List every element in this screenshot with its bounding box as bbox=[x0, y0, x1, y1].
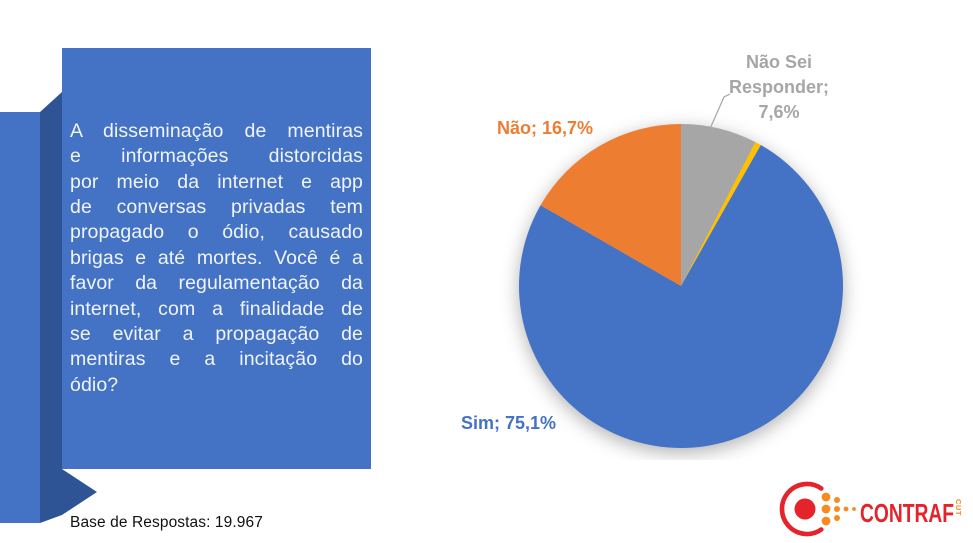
pie-label-nao: Não; 16,7% bbox=[497, 118, 594, 138]
question-line: por meio da internet e app bbox=[70, 170, 363, 193]
question-line: brigas e até mortes. Você é a bbox=[70, 246, 363, 269]
pie-slice-Não bbox=[540, 123, 681, 286]
pie-label-nao-sei-responder: Não Sei Responder; 7,6% bbox=[728, 52, 829, 122]
question-line: de conversas privadas tem bbox=[70, 195, 363, 218]
contraf-logo-cut-text: CUT bbox=[954, 499, 963, 516]
contraf-logo-mark-icon bbox=[779, 481, 856, 537]
contraf-logo: CONTRAF CUT bbox=[777, 481, 969, 541]
question-line: A disseminação de mentiras bbox=[70, 119, 363, 142]
question-line: ódio? bbox=[70, 373, 119, 396]
question-line: mentiras e a incitação do bbox=[70, 348, 363, 371]
pie-slice-Não Sei Responder bbox=[681, 124, 756, 286]
question-line: favor da regulamentação da bbox=[70, 272, 363, 295]
leader-line-nao-sei bbox=[708, 93, 731, 132]
question-box: A disseminação de mentiras e informações … bbox=[62, 48, 371, 469]
pie-slices bbox=[519, 123, 843, 448]
banner-fold-shape bbox=[40, 92, 97, 523]
contraf-logo-text: CONTRAF bbox=[860, 498, 955, 528]
question-line: se evitar a propagação de bbox=[70, 323, 363, 346]
banner-back-panel bbox=[0, 112, 40, 523]
pie-label-sim: Sim; 75,1% bbox=[461, 413, 557, 433]
question-line: propagado o ódio, causado bbox=[70, 221, 363, 244]
question-line: e informações distorcidas bbox=[70, 145, 363, 168]
banner-fold-decoration bbox=[0, 92, 97, 523]
logo-center-dot-icon bbox=[794, 498, 816, 520]
base-respostas-label: Base de Respostas: 19.967 bbox=[70, 514, 263, 531]
pie-slice-unlabeled bbox=[681, 142, 761, 286]
logo-orange-dots-icon bbox=[821, 492, 856, 526]
pie-slice-Sim bbox=[519, 145, 843, 448]
pie-chart bbox=[519, 93, 843, 448]
question-line: internet, com a finalidade de bbox=[70, 297, 363, 320]
question-text: A disseminação de mentiras e informações … bbox=[70, 119, 363, 398]
logo-crescent-icon bbox=[779, 481, 824, 537]
